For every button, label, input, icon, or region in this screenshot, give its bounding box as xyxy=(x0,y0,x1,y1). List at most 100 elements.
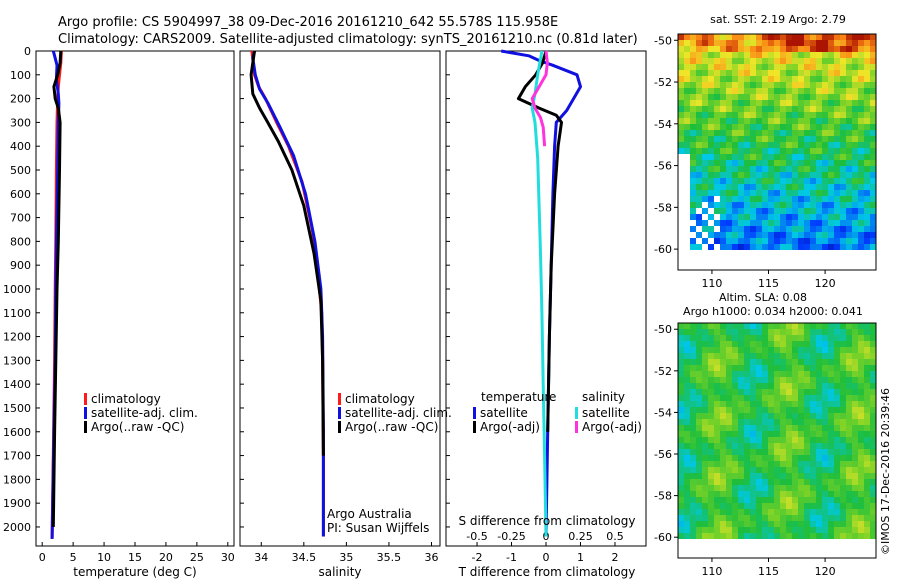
map-cell xyxy=(708,431,714,437)
map-cell xyxy=(690,196,696,202)
map-cell xyxy=(768,46,774,52)
map-cell xyxy=(828,467,834,473)
map-cell xyxy=(684,473,690,479)
map-x-tick-label: 120 xyxy=(815,277,836,290)
map-x-tick-label: 115 xyxy=(758,277,779,290)
map-cell xyxy=(828,491,834,497)
map-cell xyxy=(696,461,702,467)
map-cell xyxy=(870,112,876,118)
map-cell xyxy=(780,232,786,238)
map-cell xyxy=(750,106,756,112)
map-cell xyxy=(696,160,702,166)
map-cell xyxy=(738,407,744,413)
map-cell xyxy=(774,214,780,220)
map-cell xyxy=(792,341,798,347)
map-cell xyxy=(768,88,774,94)
map-cell xyxy=(678,112,684,118)
map-cell xyxy=(738,353,744,359)
map-cell xyxy=(840,323,846,329)
map-cell xyxy=(768,130,774,136)
map-cell xyxy=(822,425,828,431)
map-cell xyxy=(708,527,714,533)
map-cell xyxy=(750,208,756,214)
map-cell xyxy=(852,461,858,467)
map-cell xyxy=(768,202,774,208)
map-cell xyxy=(714,527,720,533)
map-cell xyxy=(804,377,810,383)
map-cell xyxy=(822,100,828,106)
map-cell xyxy=(684,491,690,497)
map-cell xyxy=(798,353,804,359)
map-cell xyxy=(750,46,756,52)
map-cell xyxy=(720,148,726,154)
map-cell xyxy=(750,521,756,527)
map-cell xyxy=(870,515,876,521)
map-cell xyxy=(750,34,756,40)
map-cell xyxy=(810,154,816,160)
map-cell xyxy=(714,166,720,172)
map-cell xyxy=(786,503,792,509)
map-cell xyxy=(822,485,828,491)
map-cell xyxy=(732,491,738,497)
map-cell xyxy=(690,166,696,172)
map-cell xyxy=(684,112,690,118)
map-cell xyxy=(756,467,762,473)
map-cell xyxy=(684,467,690,473)
map-cell xyxy=(786,395,792,401)
map-cell xyxy=(678,347,684,353)
map-cell xyxy=(762,359,768,365)
map-cell xyxy=(684,497,690,503)
map-cell xyxy=(696,40,702,46)
map-cell xyxy=(696,509,702,515)
map-cell xyxy=(840,52,846,58)
map-cell xyxy=(792,335,798,341)
map-cell xyxy=(852,509,858,515)
map-cell xyxy=(702,160,708,166)
map-cell xyxy=(762,220,768,226)
map-cell xyxy=(702,485,708,491)
map-cell xyxy=(720,437,726,443)
map-cell xyxy=(798,76,804,82)
map-cell xyxy=(834,172,840,178)
map-cell xyxy=(702,166,708,172)
map-cell xyxy=(804,244,810,250)
map-cell xyxy=(744,46,750,52)
map-cell xyxy=(750,371,756,377)
map-cell xyxy=(678,88,684,94)
map-cell xyxy=(714,401,720,407)
map-cell xyxy=(816,461,822,467)
map-cell xyxy=(738,82,744,88)
map-cell xyxy=(768,449,774,455)
map-cell xyxy=(810,232,816,238)
map-cell xyxy=(798,365,804,371)
x-tick-label: 0 xyxy=(39,551,46,564)
map-cell xyxy=(738,160,744,166)
map-cell xyxy=(792,106,798,112)
map-cell xyxy=(738,40,744,46)
map-cell xyxy=(762,82,768,88)
map-cell xyxy=(702,40,708,46)
map-cell xyxy=(726,226,732,232)
map-cell xyxy=(834,449,840,455)
map-cell xyxy=(780,214,786,220)
map-cell xyxy=(864,401,870,407)
map-cell xyxy=(822,238,828,244)
map-cell xyxy=(780,46,786,52)
map-cell xyxy=(786,323,792,329)
map-cell xyxy=(708,232,714,238)
map-cell xyxy=(702,100,708,106)
map-cell xyxy=(762,353,768,359)
map-x-tick-label: 115 xyxy=(758,565,779,578)
legend-label-sal-satellite: satellite xyxy=(582,406,630,420)
map-cell xyxy=(864,208,870,214)
map-cell xyxy=(714,172,720,178)
map-cell xyxy=(750,341,756,347)
map-cell xyxy=(726,467,732,473)
map-cell xyxy=(774,449,780,455)
map-cell xyxy=(732,40,738,46)
map-cell xyxy=(870,172,876,178)
map-cell xyxy=(702,88,708,94)
map-cell xyxy=(726,124,732,130)
map-cell xyxy=(864,497,870,503)
map-cell xyxy=(750,437,756,443)
